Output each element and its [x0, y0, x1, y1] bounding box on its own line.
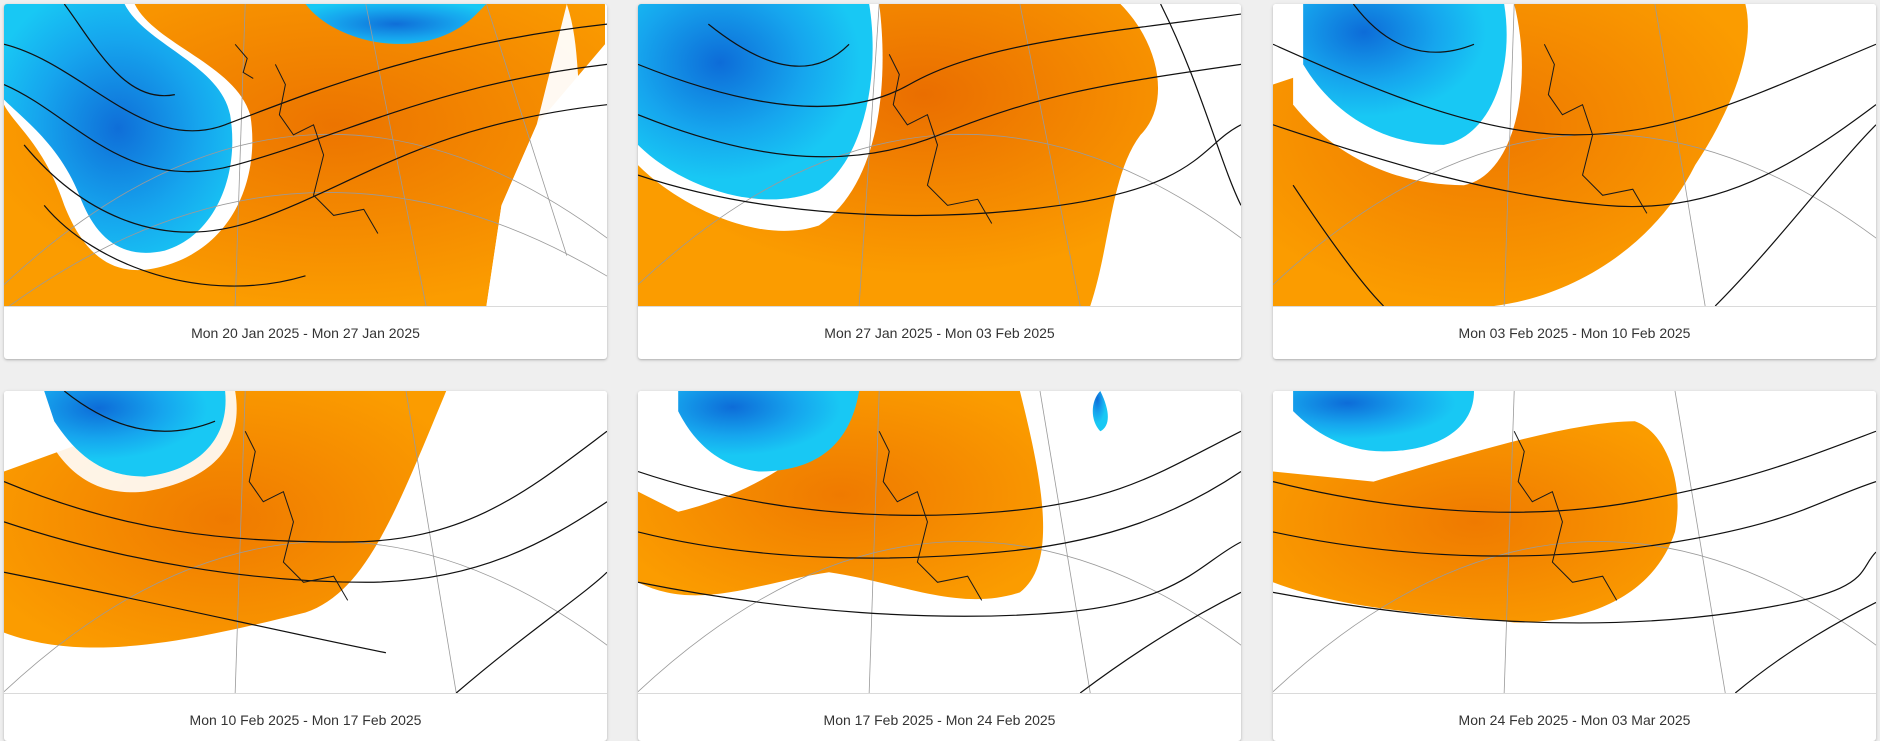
forecast-card[interactable]: Mon 24 Feb 2025 - Mon 03 Mar 2025: [1273, 391, 1876, 741]
forecast-card[interactable]: Mon 27 Jan 2025 - Mon 03 Feb 2025: [638, 4, 1241, 359]
anomaly-map[interactable]: [1273, 4, 1876, 307]
date-range-caption: Mon 10 Feb 2025 - Mon 17 Feb 2025: [189, 712, 422, 728]
forecast-card[interactable]: Mon 20 Jan 2025 - Mon 27 Jan 2025: [4, 4, 607, 359]
date-range-caption: Mon 27 Jan 2025 - Mon 03 Feb 2025: [824, 325, 1055, 341]
anomaly-map[interactable]: [4, 391, 607, 694]
date-range-caption: Mon 24 Feb 2025 - Mon 03 Mar 2025: [1458, 712, 1691, 728]
forecast-card[interactable]: Mon 10 Feb 2025 - Mon 17 Feb 2025: [4, 391, 607, 741]
forecast-card[interactable]: Mon 17 Feb 2025 - Mon 24 Feb 2025: [638, 391, 1241, 741]
date-range-caption: Mon 20 Jan 2025 - Mon 27 Jan 2025: [191, 325, 420, 341]
anomaly-map[interactable]: [1273, 391, 1876, 694]
anomaly-map[interactable]: [638, 4, 1241, 307]
date-range-caption: Mon 03 Feb 2025 - Mon 10 Feb 2025: [1458, 325, 1691, 341]
date-range-caption: Mon 17 Feb 2025 - Mon 24 Feb 2025: [823, 712, 1056, 728]
anomaly-map[interactable]: [4, 4, 607, 307]
forecast-card[interactable]: Mon 03 Feb 2025 - Mon 10 Feb 2025: [1273, 4, 1876, 359]
anomaly-map[interactable]: [638, 391, 1241, 694]
